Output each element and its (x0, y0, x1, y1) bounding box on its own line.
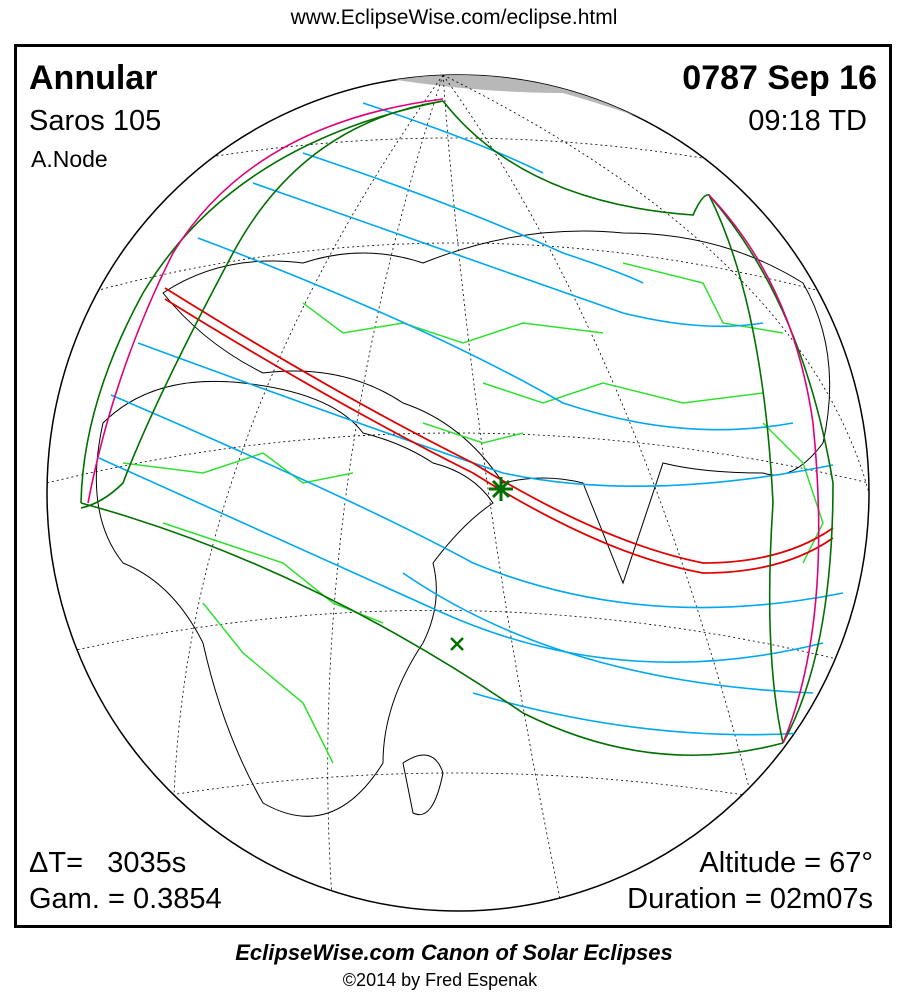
eclipse-limits (80, 100, 834, 757)
delta-t: ΔT= 3035s (29, 847, 187, 879)
node: A.Node (31, 146, 108, 172)
greatest-eclipse-star-icon (489, 477, 513, 501)
altitude: Altitude = 67° (699, 847, 873, 879)
eclipse-time: 09:18 TD (748, 105, 867, 137)
footer-title: EclipseWise.com Canon of Solar Eclipses (235, 940, 673, 965)
central-path (164, 287, 834, 574)
coastlines (95, 230, 831, 817)
eclipse-date: 0787 Sep 16 (682, 59, 877, 97)
gamma: Gam. = 0.3854 (29, 883, 222, 915)
duration: Duration = 02m07s (627, 883, 873, 915)
penumbral-magnitude-lines (98, 102, 844, 736)
graticule (47, 75, 869, 911)
subsolar-x-icon (450, 637, 464, 651)
footer-copyright: ©2014 by Fred Espenak (342, 970, 538, 990)
source-url: www.EclipseWise.com/eclipse.html (290, 6, 618, 29)
rise-set-curves (87, 98, 820, 744)
eclipse-type: Annular (29, 59, 158, 97)
globe-map (46, 74, 870, 912)
saros-number: Saros 105 (29, 105, 162, 137)
globe-outline (46, 74, 870, 912)
eclipse-map-frame: Annular 0787 Sep 16 Saros 105 09:18 TD A… (14, 44, 892, 928)
